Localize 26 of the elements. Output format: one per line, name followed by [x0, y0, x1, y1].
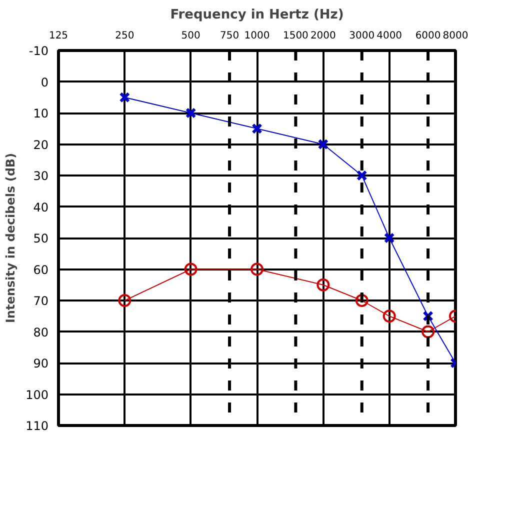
x-tick-label: 4000	[376, 30, 402, 42]
x-tick-label: 750	[220, 30, 240, 42]
y-tick-label: 10	[33, 106, 49, 120]
x-tick-label: 125	[48, 30, 68, 42]
y-tick-label: 40	[33, 200, 49, 214]
y-tick-label: 30	[33, 169, 49, 183]
y-tick-label: 50	[33, 232, 49, 246]
x-tick-label: 1500	[282, 30, 308, 42]
y-tick-label: 110	[26, 419, 48, 433]
x-tick-label: 3000	[349, 30, 375, 42]
y-tick-label: 80	[33, 325, 49, 340]
x-tick-label: 250	[115, 30, 134, 42]
y-tick-label: 90	[33, 356, 49, 370]
x-tick-label: 6000	[415, 30, 441, 42]
y-tick-label: -10	[28, 44, 49, 58]
y-tick-label: 20	[33, 138, 49, 152]
y-tick-label: 70	[33, 294, 49, 308]
x-tick-label: 500	[181, 30, 200, 42]
x-tick-label: 8000	[442, 30, 468, 42]
y-axis-title: Intensity in decibels (dB)	[4, 152, 18, 324]
y-tick-label: 60	[33, 262, 49, 277]
x-tick-label: 2000	[310, 30, 336, 42]
chart-title: Frequency in Hertz (Hz)	[170, 8, 344, 22]
y-tick-label: 100	[26, 388, 48, 402]
x-tick-label: 1000	[244, 30, 270, 42]
y-tick-label: 0	[40, 75, 49, 90]
